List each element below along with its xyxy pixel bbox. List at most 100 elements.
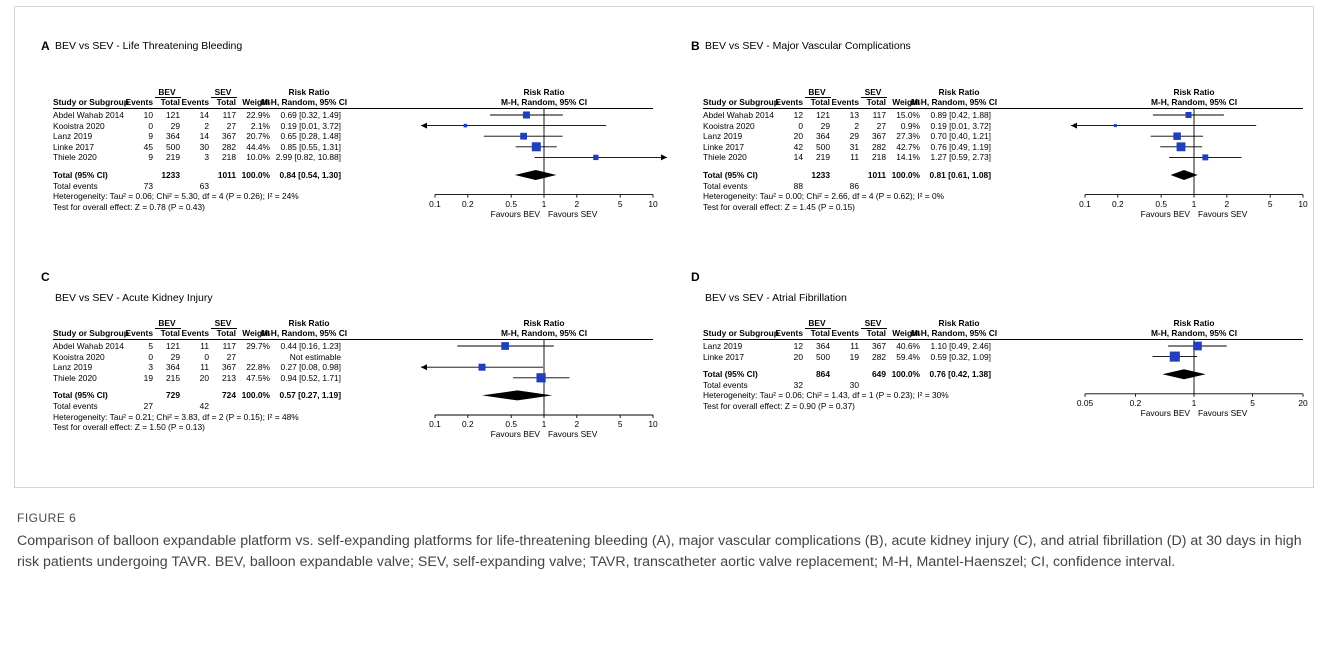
ci-value: 0.19 [0.01, 3.72] bbox=[280, 120, 341, 131]
events-sev: 13 bbox=[849, 110, 859, 120]
x-tick-label: 5 bbox=[1250, 397, 1255, 408]
study-name: Abdel Wahab 2014 bbox=[53, 341, 124, 351]
study-effect-marker bbox=[1202, 154, 1209, 161]
x-tick-label: 2 bbox=[1224, 198, 1230, 209]
events-bev: 9 bbox=[148, 131, 153, 142]
group1-underline bbox=[805, 328, 831, 329]
weight-header: Weight bbox=[892, 97, 920, 107]
total2-header: Total bbox=[866, 328, 886, 338]
study-name: Linke 2017 bbox=[703, 351, 744, 362]
x-tick-label: 10 bbox=[648, 198, 658, 209]
ci-value: Not estimable bbox=[289, 351, 341, 362]
x-tick-label: 0.5 bbox=[505, 419, 518, 429]
rr-header: Risk Ratio bbox=[288, 87, 330, 97]
total-sev: 282 bbox=[872, 351, 886, 362]
weight-value: 2.1% bbox=[250, 120, 270, 131]
favours-bev-label: Favours BEV bbox=[490, 208, 540, 219]
x-tick-label: 10 bbox=[648, 419, 658, 429]
ci-header: M-H, Random, 95% CI bbox=[261, 328, 348, 338]
group1-header: BEV bbox=[808, 87, 826, 97]
events-bev-total: 32 bbox=[793, 379, 803, 390]
ci-value: 0.89 [0.42, 1.88] bbox=[930, 110, 991, 120]
x-tick-label: 1 bbox=[1191, 198, 1197, 209]
total-bev: 219 bbox=[166, 152, 180, 163]
panel-title: BEV vs SEV - Acute Kidney Injury bbox=[55, 292, 213, 304]
events-sev: 20 bbox=[199, 372, 209, 383]
study-effect-marker bbox=[1169, 351, 1180, 362]
header-rule bbox=[703, 339, 1303, 340]
events-sev-total: 86 bbox=[849, 180, 859, 191]
total-sev: 367 bbox=[872, 341, 886, 351]
total-sev: 213 bbox=[222, 372, 236, 383]
x-tick-label: 0.2 bbox=[461, 198, 474, 209]
rr-plot-header: Risk Ratio bbox=[1173, 318, 1215, 328]
total-label: Total (95% CI) bbox=[703, 170, 758, 180]
events-sev: 2 bbox=[204, 120, 209, 131]
total-sev-n: 724 bbox=[222, 390, 236, 401]
events-bev: 0 bbox=[148, 120, 153, 131]
total-sev: 367 bbox=[222, 131, 236, 142]
forest-plot-svg bbox=[1071, 109, 1304, 198]
study-effect-marker bbox=[520, 132, 527, 140]
forest-panel-d: D BEV vs SEV - Atrial Fibrillation BEV SEV R… bbox=[677, 262, 1317, 482]
total-sev-n: 1011 bbox=[867, 170, 886, 180]
x-tick-label: 1 bbox=[541, 419, 547, 429]
ci-arrow-left bbox=[1071, 122, 1077, 129]
ci-value: 0.85 [0.55, 1.31] bbox=[280, 141, 341, 152]
x-tick-label: 5 bbox=[1267, 198, 1273, 209]
events-bev: 12 bbox=[793, 341, 803, 351]
pooled-effect-diamond bbox=[1162, 369, 1206, 380]
caption-text: Comparison of balloon expandable platfor… bbox=[17, 533, 1302, 570]
study-header: Study or Subgroup bbox=[703, 328, 779, 338]
events-bev: 9 bbox=[148, 152, 153, 163]
weight-value: 15.0% bbox=[896, 110, 920, 120]
total-weight: 100.0% bbox=[241, 170, 270, 180]
favours-sev-label: Favours SEV bbox=[1198, 407, 1248, 418]
events-bev: 45 bbox=[143, 141, 153, 152]
events-sev: 11 bbox=[850, 341, 859, 351]
events-bev: 20 bbox=[793, 131, 803, 142]
events-sev-total: 42 bbox=[199, 401, 209, 411]
x-tick-label: 0.2 bbox=[461, 419, 474, 429]
ci-arrow-right bbox=[661, 154, 667, 161]
plot-ci-header: M-H, Random, 95% CI bbox=[500, 328, 588, 338]
study-name: Abdel Wahab 2014 bbox=[703, 110, 774, 120]
events1-header: Events bbox=[125, 97, 153, 107]
x-tick-label: 5 bbox=[617, 419, 623, 429]
total-bev: 364 bbox=[166, 362, 180, 373]
overall-effect-text: Test for overall effect: Z = 1.45 (P = 0… bbox=[703, 201, 855, 212]
header-rule bbox=[703, 108, 1303, 109]
x-tick-label: 0.1 bbox=[1079, 198, 1091, 209]
forest-panel-a: A BEV vs SEV - Life Threatening Bleeding B… bbox=[27, 19, 667, 239]
events-bev: 42 bbox=[793, 141, 803, 152]
events-bev: 3 bbox=[148, 362, 153, 373]
events-label: Total events bbox=[53, 180, 98, 191]
figure-label: FIGURE 6 bbox=[17, 511, 77, 525]
total-bev: 215 bbox=[166, 372, 180, 383]
weight-value: 10.0% bbox=[246, 152, 270, 163]
events-sev: 11 bbox=[200, 362, 209, 373]
panel-title: BEV vs SEV - Major Vascular Complication… bbox=[705, 40, 911, 52]
pooled-effect-diamond bbox=[482, 390, 553, 401]
x-tick-label: 1 bbox=[1191, 397, 1197, 408]
weight-value: 20.7% bbox=[246, 131, 270, 142]
events-bev: 5 bbox=[148, 341, 153, 351]
x-tick-label: 0.2 bbox=[1111, 198, 1124, 209]
weight-value: 47.5% bbox=[246, 372, 270, 383]
group1-header: BEV bbox=[158, 318, 176, 328]
plot-ci-header: M-H, Random, 95% CI bbox=[1150, 328, 1238, 338]
total2-header: Total bbox=[216, 97, 236, 107]
study-header: Study or Subgroup bbox=[53, 328, 129, 338]
events-bev: 19 bbox=[143, 372, 153, 383]
study-effect-marker bbox=[478, 363, 486, 371]
total-bev-n: 729 bbox=[166, 390, 180, 401]
x-tick-label: 0.5 bbox=[505, 198, 518, 209]
total-sev: 27 bbox=[226, 351, 236, 362]
study-name: Kooistra 2020 bbox=[703, 120, 755, 131]
heterogeneity-text: Heterogeneity: Tau² = 0.06; Chi² = 5.30,… bbox=[53, 191, 299, 202]
total-sev: 218 bbox=[222, 152, 236, 163]
study-effect-marker bbox=[1193, 341, 1202, 351]
group2-underline bbox=[211, 97, 237, 98]
study-header: Study or Subgroup bbox=[703, 97, 779, 107]
ci-value: 0.19 [0.01, 3.72] bbox=[930, 120, 991, 131]
